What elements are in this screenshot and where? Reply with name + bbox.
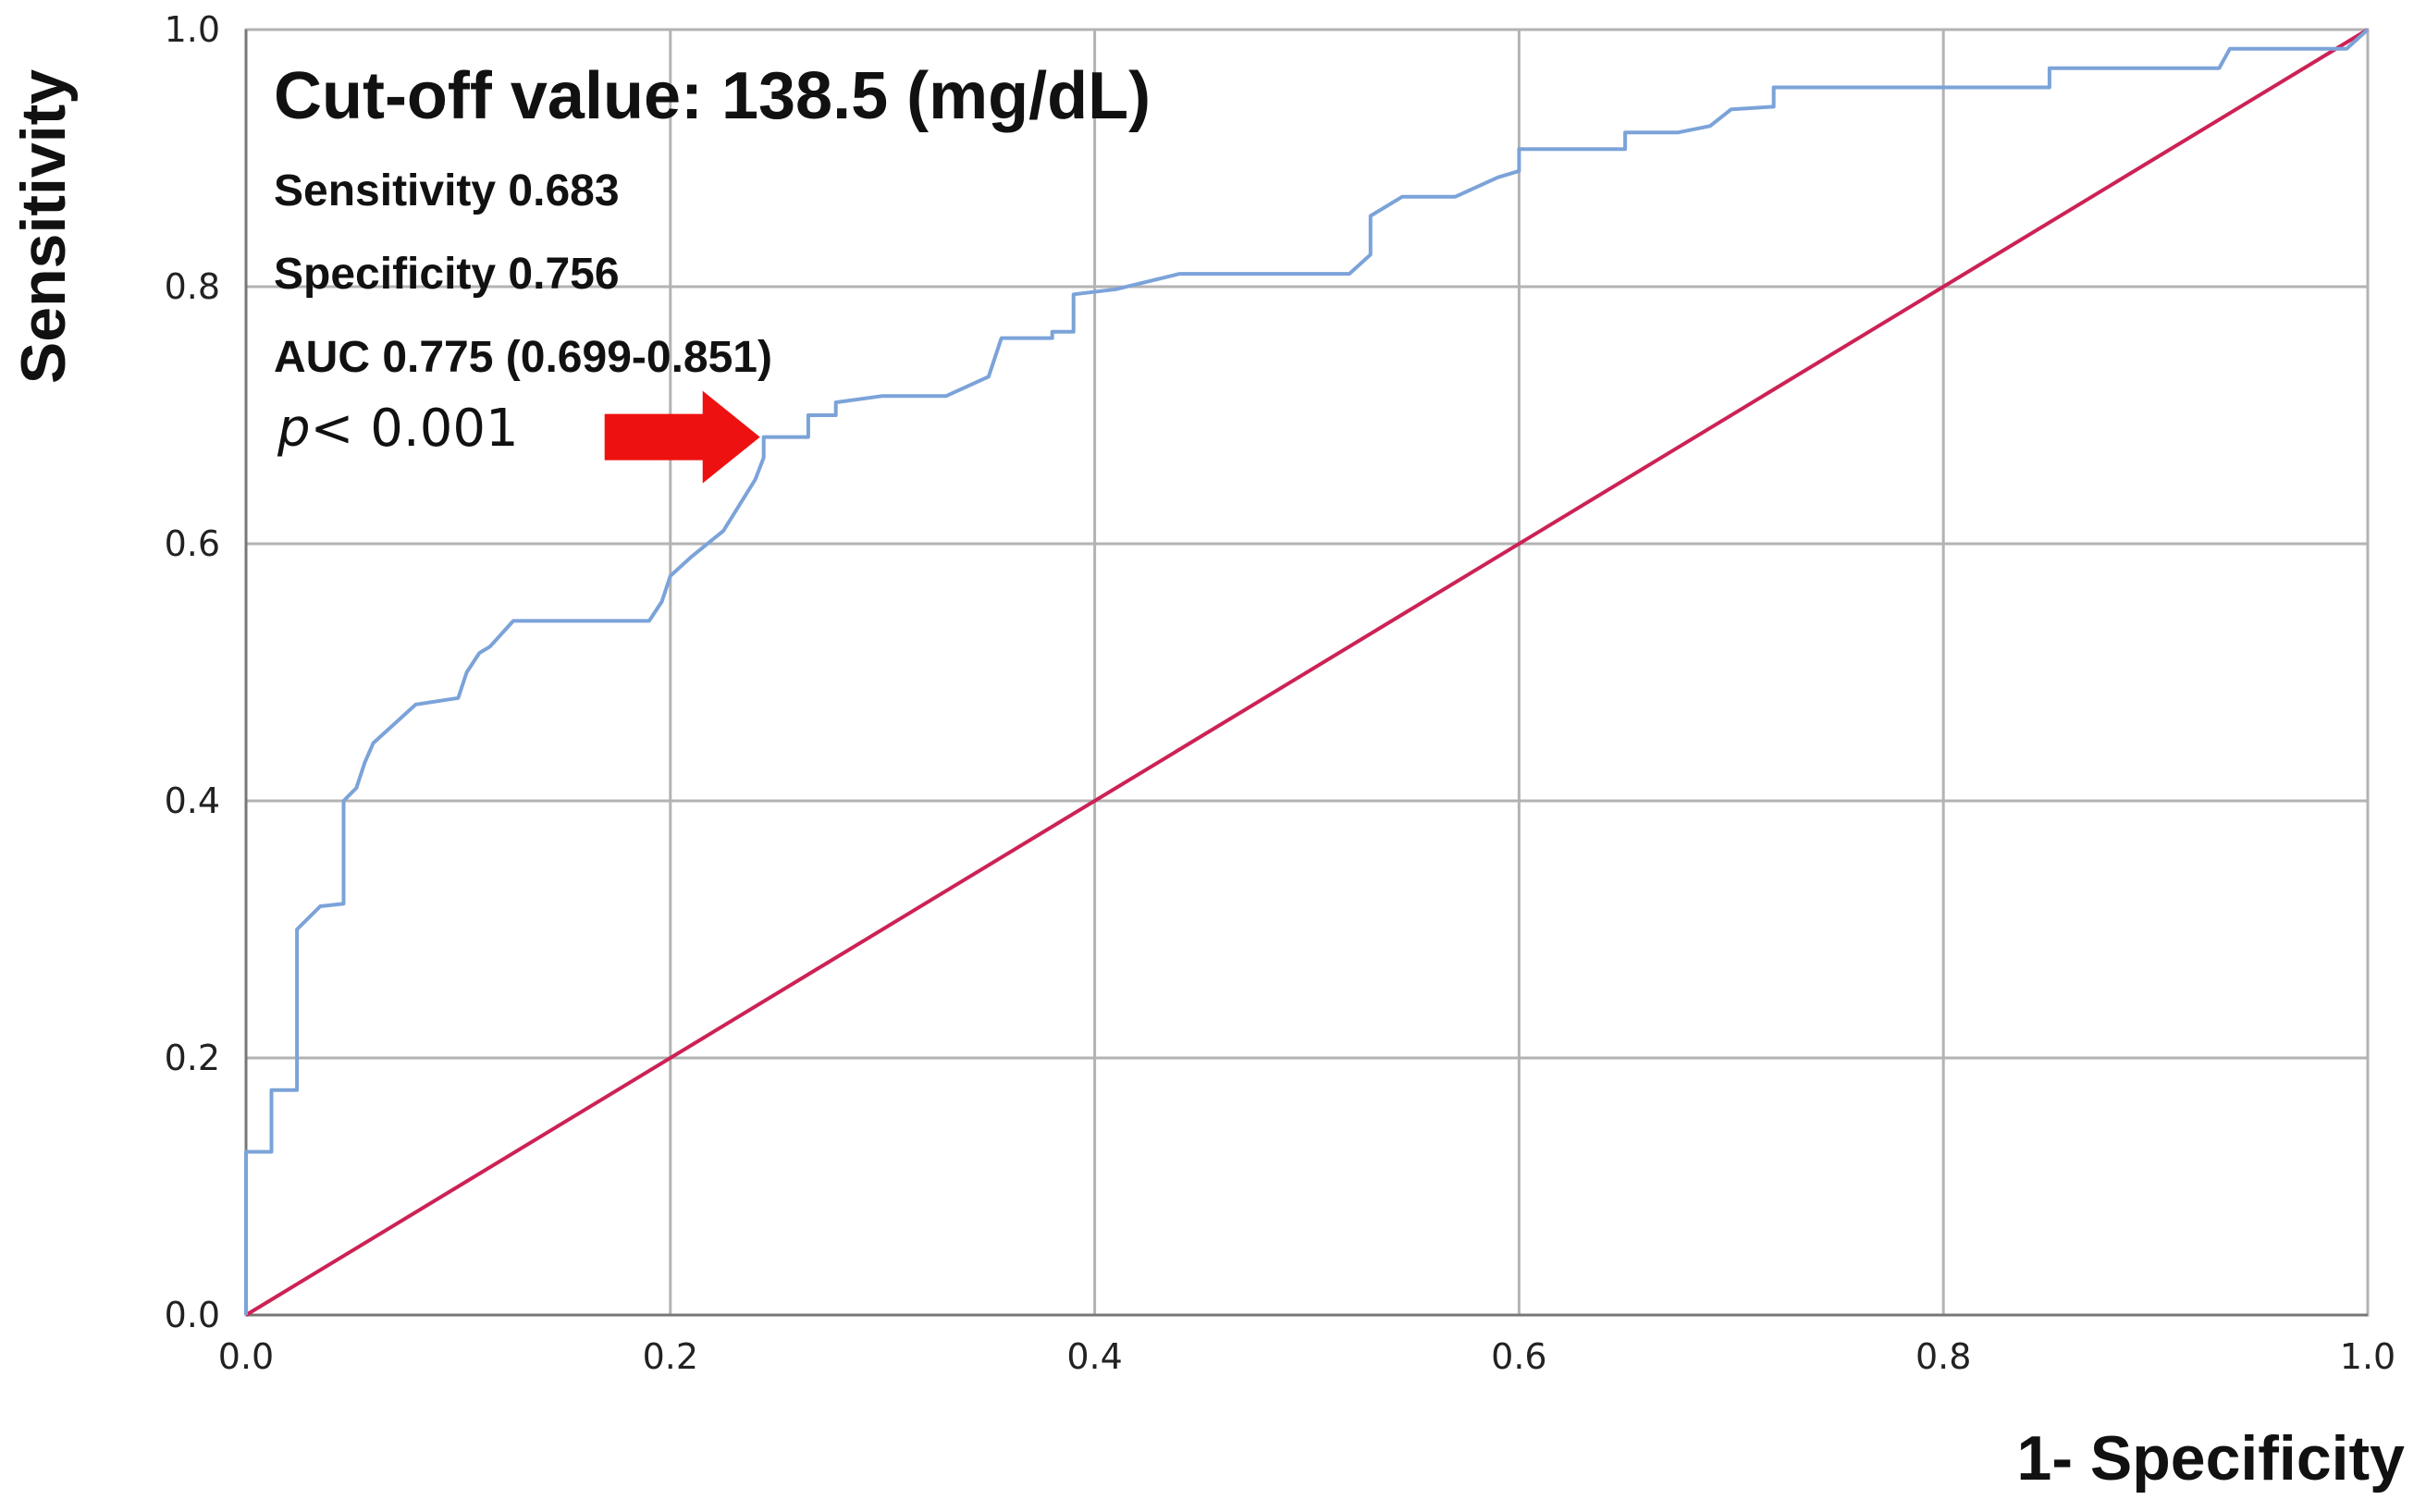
gridlines: [246, 30, 2368, 1315]
y-tick-label: 0.4: [165, 781, 220, 821]
p-symbol: p: [277, 399, 311, 459]
y-tick-labels: 0.0 0.2 0.4 0.6 0.8 1.0: [165, 9, 220, 1335]
reference-diagonal-line: [244, 28, 2370, 1317]
cutoff-arrow-icon: [604, 390, 760, 484]
x-tick-labels: 0.0 0.2 0.4 0.6 0.8 1.0: [218, 1336, 2395, 1377]
sensitivity-label: Sensitivity 0.683: [274, 166, 620, 215]
x-tick-label: 0.2: [643, 1336, 698, 1377]
y-tick-label: 0.6: [165, 523, 220, 564]
x-tick-label: 1.0: [2340, 1336, 2395, 1377]
x-axis-title: 1- Specificity: [2017, 1423, 2406, 1494]
x-tick-label: 0.8: [1915, 1336, 1971, 1377]
y-axis-title: Sensitivity: [8, 69, 79, 384]
x-tick-label: 0.4: [1066, 1336, 1122, 1377]
auc-label: AUC 0.775 (0.699-0.851): [274, 333, 772, 382]
x-tick-label: 0.6: [1491, 1336, 1546, 1377]
specificity-label: Specificity 0.756: [274, 250, 620, 299]
cutoff-value-label: Cut-off value: 138.5 (mg/dL): [274, 59, 1151, 133]
x-tick-label: 0.0: [218, 1336, 274, 1377]
y-tick-label: 0.0: [165, 1295, 220, 1335]
y-tick-label: 1.0: [165, 9, 220, 50]
roc-curve-line: [244, 28, 2370, 1315]
p-value-label: p< 0.001: [277, 399, 519, 459]
p-value-text: < 0.001: [311, 399, 519, 459]
y-tick-label: 0.8: [165, 266, 220, 307]
y-tick-label: 0.2: [165, 1038, 220, 1078]
